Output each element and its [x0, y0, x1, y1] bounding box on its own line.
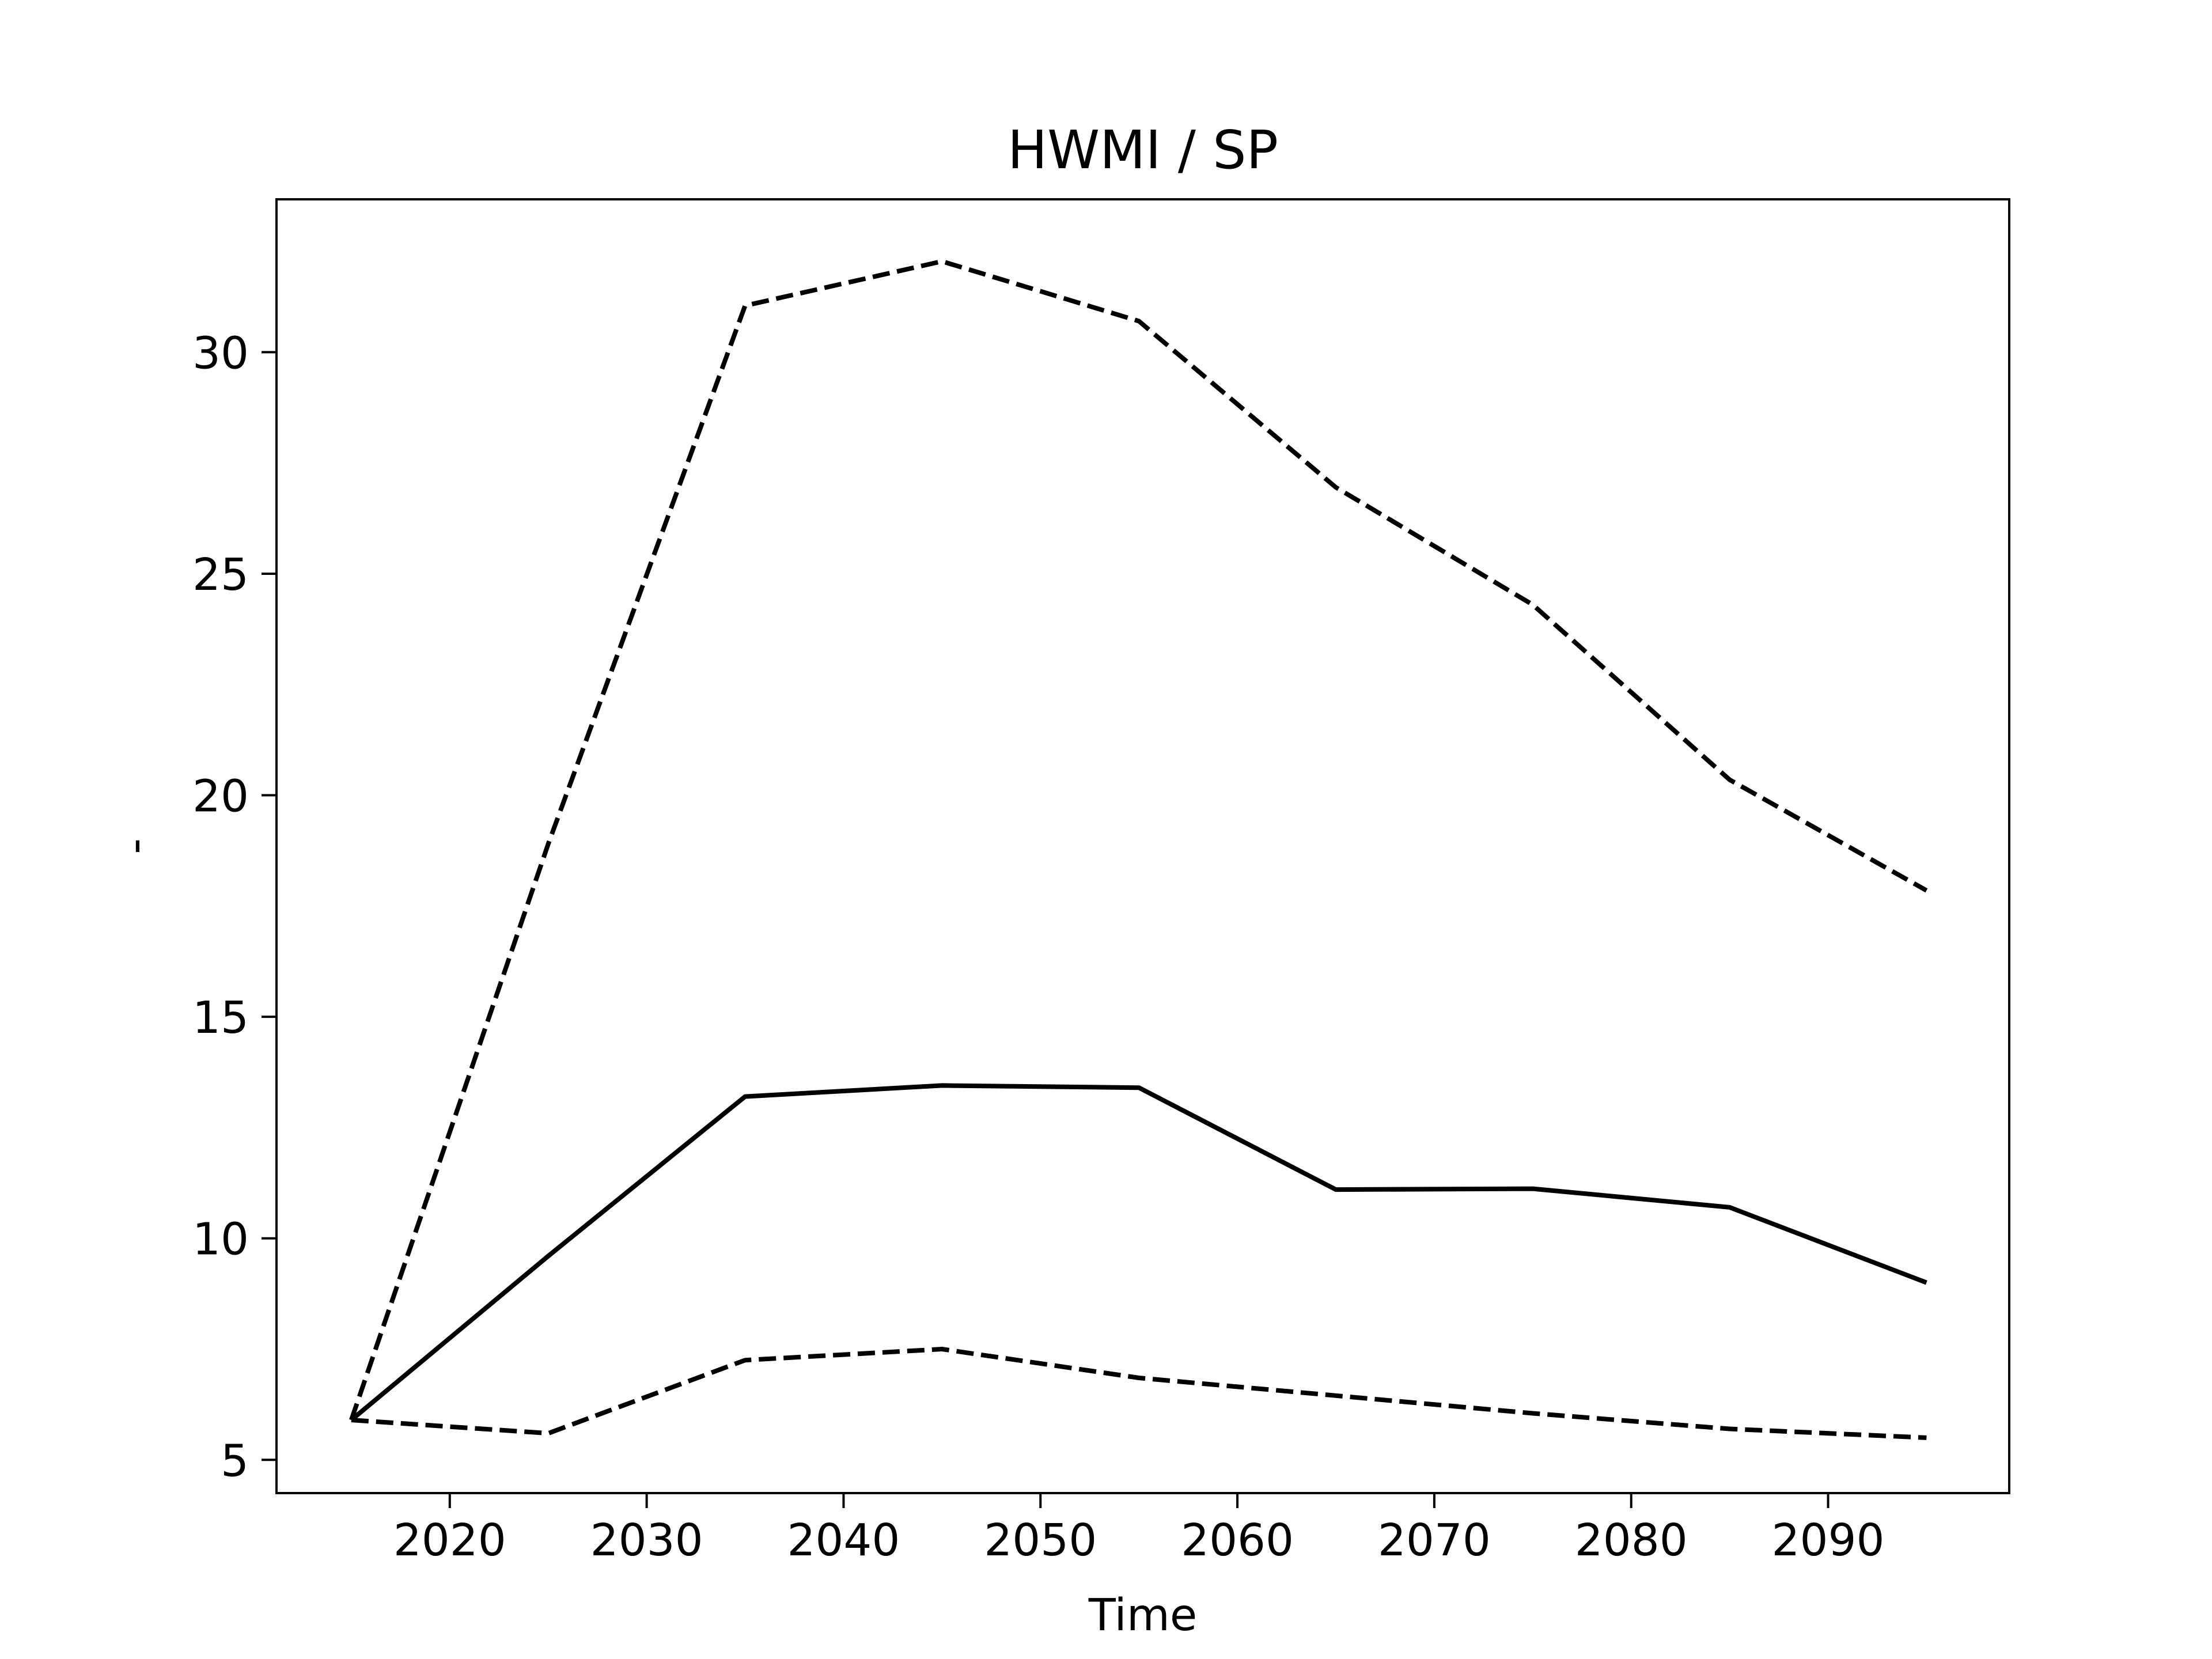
x-tick-label: 2020	[393, 1515, 506, 1566]
x-axis-label: Time	[1088, 1590, 1197, 1641]
x-axis-ticks: 2020 2030 2040 2050 2060 2070 2080 2090	[393, 1493, 1885, 1566]
chart-title: HWMI / SP	[1007, 119, 1278, 181]
y-tick-label: 10	[192, 1214, 249, 1266]
y-tick-label: 25	[192, 550, 249, 601]
x-tick-label: 2040	[787, 1515, 900, 1566]
x-tick-label: 2070	[1378, 1515, 1491, 1566]
plot-frame	[275, 198, 2010, 1494]
y-axis-ticks: 5 10 15 20 25 30	[192, 328, 276, 1487]
x-tick-label: 2090	[1772, 1515, 1885, 1566]
dashed-series-line-3	[351, 1347, 1927, 1440]
x-tick-label: 2030	[590, 1515, 703, 1566]
dashed-series-line-2	[349, 259, 1928, 1421]
solid-series-line-1	[350, 1083, 1927, 1422]
x-tick-label: 2050	[984, 1515, 1097, 1566]
plot-lines	[349, 259, 1928, 1440]
x-tick-label: 2060	[1181, 1515, 1294, 1566]
y-axis-label: -	[109, 838, 161, 854]
y-tick-label: 20	[192, 771, 249, 823]
y-tick-label: 15	[192, 993, 249, 1044]
y-tick-label: 5	[221, 1435, 249, 1487]
x-tick-label: 2080	[1575, 1515, 1688, 1566]
y-tick-label: 30	[192, 328, 249, 379]
